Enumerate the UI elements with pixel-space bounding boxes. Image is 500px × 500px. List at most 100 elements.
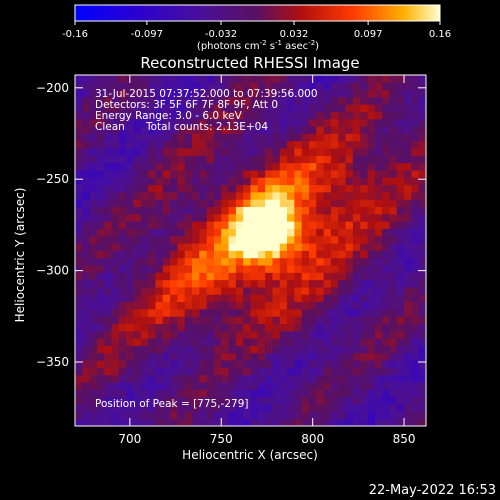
heatmap-cell xyxy=(287,228,295,237)
heatmap-cell xyxy=(338,111,346,120)
heatmap-cell xyxy=(294,155,303,164)
heatmap-cell xyxy=(235,170,244,178)
heatmap-cell xyxy=(404,140,412,149)
heatmap-cell xyxy=(272,199,281,208)
heatmap-cell xyxy=(206,118,215,127)
heatmap-cell xyxy=(177,330,186,339)
heatmap-cell xyxy=(235,309,244,317)
heatmap-cell xyxy=(199,111,208,120)
heatmap-cell xyxy=(279,404,288,412)
heatmap-cell xyxy=(126,330,134,339)
heatmap-cell xyxy=(360,411,368,420)
heatmap-cell xyxy=(338,287,346,295)
heatmap-cell xyxy=(265,184,273,193)
heatmap-cell xyxy=(323,221,332,229)
heatmap-cell xyxy=(133,118,142,127)
heatmap-cell xyxy=(301,235,310,244)
heatmap-cell xyxy=(360,352,368,361)
heatmap-cell xyxy=(192,294,200,303)
heatmap-cell xyxy=(199,345,208,354)
heatmap-cell xyxy=(294,287,303,295)
heatmap-cell xyxy=(111,243,120,251)
heatmap-cell xyxy=(133,257,142,266)
heatmap-cell xyxy=(360,96,368,105)
heatmap-cell xyxy=(404,272,412,281)
heatmap-cell xyxy=(111,338,120,346)
heatmap-cell xyxy=(257,396,266,405)
heatmap-cell xyxy=(265,140,273,149)
heatmap-cell xyxy=(323,367,332,376)
heatmap-cell xyxy=(192,243,200,251)
heatmap-cell xyxy=(389,418,398,426)
heatmap-cell xyxy=(309,170,317,178)
heatmap-cell xyxy=(213,250,222,259)
heatmap-cell xyxy=(352,287,361,295)
heatmap-cell xyxy=(199,330,208,339)
heatmap-cell xyxy=(140,279,149,288)
heatmap-cell xyxy=(360,111,368,120)
heatmap-cell xyxy=(367,235,376,244)
heatmap-cell xyxy=(162,272,171,281)
heatmap-cell xyxy=(265,272,273,281)
heatmap-cell xyxy=(243,301,251,310)
heatmap-cell xyxy=(352,316,361,325)
heatmap-cell xyxy=(228,382,237,390)
heatmap-cell xyxy=(170,265,178,273)
heatmap-cell xyxy=(206,279,215,288)
heatmap-cell xyxy=(184,140,193,149)
heatmap-cell xyxy=(228,323,237,332)
heatmap-cell xyxy=(330,192,339,200)
heatmap-cell xyxy=(330,177,339,186)
heatmap-cell xyxy=(396,404,405,412)
heatmap-cell xyxy=(404,330,412,339)
heatmap-cell xyxy=(301,301,310,310)
heatmap-cell xyxy=(294,265,303,273)
heatmap-cell xyxy=(404,316,412,325)
heatmap-cell xyxy=(345,89,354,98)
heatmap-cell xyxy=(155,221,164,229)
heatmap-cell xyxy=(221,345,229,354)
heatmap-cell xyxy=(192,162,200,171)
heatmap-cell xyxy=(250,111,259,120)
heatmap-cell xyxy=(82,257,91,266)
heatmap-cell xyxy=(411,177,420,186)
heatmap-cell xyxy=(287,316,295,325)
heatmap-cell xyxy=(265,148,273,156)
heatmap-cell xyxy=(389,367,398,376)
heatmap-cell xyxy=(213,330,222,339)
heatmap-cell xyxy=(367,250,376,259)
heatmap-cell xyxy=(184,323,193,332)
heatmap-cell xyxy=(221,213,229,222)
heatmap-cell xyxy=(96,206,105,215)
heatmap-cell xyxy=(316,243,325,251)
heatmap-cell xyxy=(382,352,390,361)
heatmap-cell xyxy=(133,345,142,354)
annotation-detectors: Detectors: 3F 5F 6F 7F 8F 9F, Att 0 xyxy=(95,99,278,111)
heatmap-cell xyxy=(418,374,426,383)
heatmap-cell xyxy=(111,192,120,200)
heatmap-cell xyxy=(177,170,186,178)
heatmap-cell xyxy=(184,243,193,251)
heatmap-cell xyxy=(162,177,171,186)
heatmap-cell xyxy=(257,126,266,134)
heatmap-cell xyxy=(345,96,354,105)
heatmap-cell xyxy=(367,389,376,398)
heatmap-cell xyxy=(82,228,91,237)
heatmap-cell xyxy=(148,309,156,317)
heatmap-cell xyxy=(265,345,273,354)
heatmap-cell xyxy=(330,411,339,420)
heatmap-cell xyxy=(404,338,412,346)
heatmap-cell xyxy=(294,133,303,142)
heatmap-cell xyxy=(418,352,426,361)
heatmap-cell xyxy=(382,243,390,251)
heatmap-cell xyxy=(82,104,91,112)
heatmap-cell xyxy=(396,367,405,376)
heatmap-cell xyxy=(287,111,295,120)
heatmap-cell xyxy=(265,89,273,98)
heatmap-cell xyxy=(162,418,171,426)
heatmap-cell xyxy=(75,360,83,368)
heatmap-cell xyxy=(411,265,420,273)
heatmap-cell xyxy=(140,330,149,339)
heatmap-cell xyxy=(213,133,222,142)
heatmap-cell xyxy=(301,396,310,405)
